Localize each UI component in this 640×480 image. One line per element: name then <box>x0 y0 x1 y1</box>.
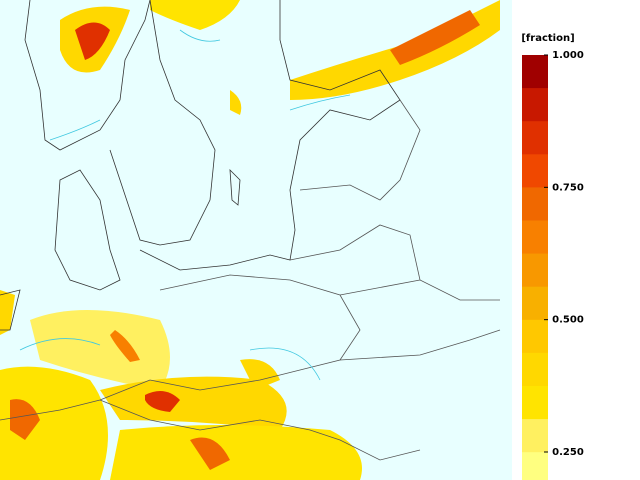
color-band <box>522 452 548 480</box>
patch <box>75 22 110 60</box>
color-band <box>522 121 548 155</box>
color-band <box>522 88 548 122</box>
color-band <box>522 319 548 354</box>
color-band <box>522 253 548 288</box>
color-band <box>522 220 548 255</box>
patch <box>230 90 242 115</box>
tick-label: 1.000 <box>552 50 584 61</box>
borders <box>0 99 501 461</box>
patch <box>10 399 40 440</box>
patches <box>0 0 500 480</box>
patch <box>145 391 180 412</box>
colorbar: [fraction] 1.000 0.750 0.500 0.250 <box>521 33 584 480</box>
patch <box>30 310 170 390</box>
color-band <box>522 352 548 387</box>
color-band <box>522 187 548 221</box>
coastlines <box>0 0 401 331</box>
patch <box>110 330 140 362</box>
colorbar-title: [fraction] <box>521 33 574 44</box>
contours <box>19 29 351 381</box>
tick-label: 0.500 <box>552 315 584 326</box>
color-band <box>522 154 548 188</box>
patch <box>190 437 230 470</box>
patch <box>110 425 362 480</box>
map <box>0 0 512 480</box>
color-band <box>522 286 548 321</box>
patch <box>0 290 15 335</box>
patch <box>0 366 108 480</box>
color-band <box>522 386 548 420</box>
tick-label: 0.750 <box>552 182 584 193</box>
patch <box>240 359 280 390</box>
patch <box>150 0 240 30</box>
color-band <box>522 55 548 89</box>
tick-label: 0.250 <box>552 447 584 458</box>
color-band <box>522 419 548 453</box>
patch <box>390 10 480 65</box>
patch <box>100 376 287 430</box>
